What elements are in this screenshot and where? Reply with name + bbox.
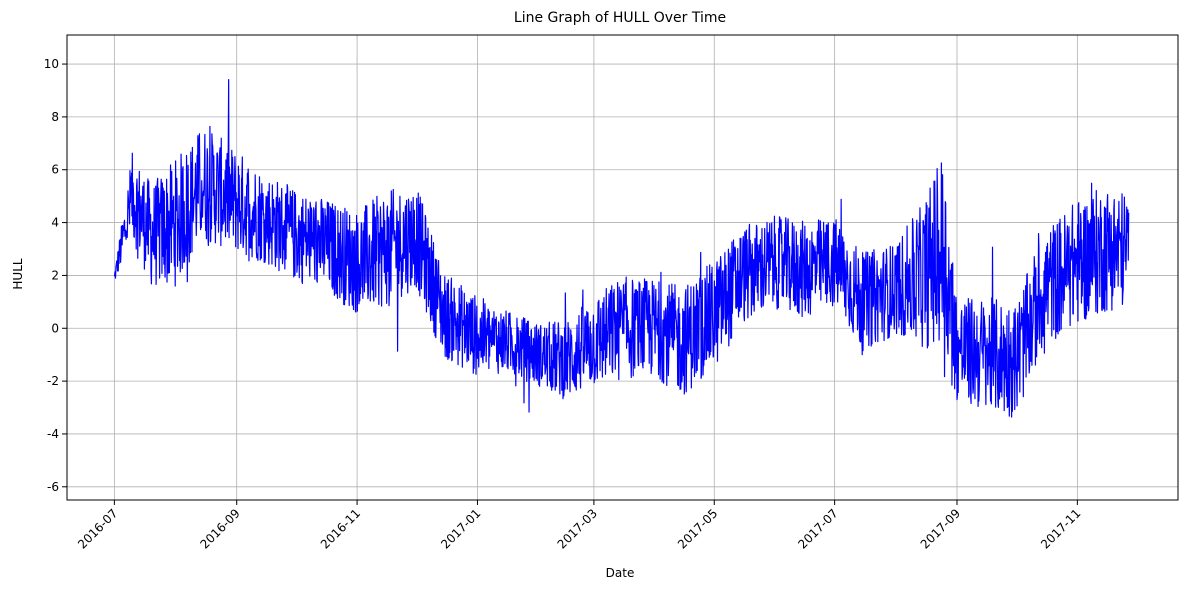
x-axis-label: Date bbox=[606, 566, 635, 580]
y-tick-label: -2 bbox=[47, 374, 59, 388]
y-tick-label: 10 bbox=[44, 57, 59, 71]
y-tick-label: -6 bbox=[47, 480, 59, 494]
series-line bbox=[113, 79, 1130, 418]
y-tick-label: 4 bbox=[51, 216, 59, 230]
chart-title: Line Graph of HULL Over Time bbox=[514, 10, 726, 26]
y-tick-label: -4 bbox=[47, 427, 59, 441]
plot-frame bbox=[66, 34, 1179, 501]
y-tick-label: 0 bbox=[51, 321, 59, 335]
y-tick-label: 6 bbox=[51, 163, 59, 177]
y-tick-label: 8 bbox=[51, 110, 59, 124]
y-tick-label: 2 bbox=[51, 268, 59, 282]
y-axis-ticks: -6 -4 -2 0 2 4 6 8 10 bbox=[44, 57, 67, 494]
plot-area bbox=[113, 79, 1130, 418]
y-axis-label: HULL bbox=[11, 258, 25, 289]
